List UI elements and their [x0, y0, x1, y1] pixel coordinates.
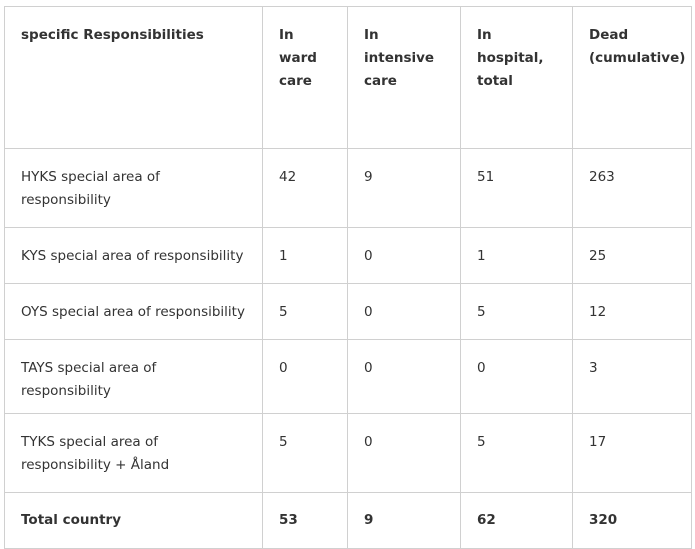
table-row: KYS special area of responsibility 1 0 1 25 — [4, 227, 692, 284]
table-cell: 5 — [460, 283, 573, 340]
table-cell: 0 — [262, 339, 348, 414]
table-row: HYKS special area of responsibility 42 9 51… — [4, 148, 692, 228]
table-cell: 0 — [347, 227, 461, 284]
table-cell: 263 — [572, 148, 692, 228]
row-label: HYKS special area of responsibility — [4, 148, 263, 228]
row-label: OYS special area of responsibility — [4, 283, 263, 340]
table-cell: 17 — [572, 413, 692, 493]
row-label: TAYS special area of responsibility — [4, 339, 263, 414]
table-cell: 5 — [262, 283, 348, 340]
table-cell: 62 — [460, 492, 573, 549]
table-cell: 42 — [262, 148, 348, 228]
table-cell: 0 — [347, 283, 461, 340]
table-row: Total country 53 9 62 320 — [4, 492, 692, 549]
table-cell: 0 — [347, 413, 461, 493]
table-row: OYS special area of responsibility 5 0 5 12 — [4, 283, 692, 340]
header-row: specific Responsibilities In ward care In … — [4, 6, 692, 149]
table-cell: 0 — [347, 339, 461, 414]
header-cell: In hospital, total — [460, 6, 573, 149]
data-table: specific Responsibilities In ward care In … — [4, 6, 692, 549]
header-cell: specific Responsibilities — [4, 6, 263, 149]
table-cell: 320 — [572, 492, 692, 549]
table-cell: 25 — [572, 227, 692, 284]
table-cell: 5 — [460, 413, 573, 493]
table-cell: 12 — [572, 283, 692, 340]
header-cell: In intensive care — [347, 6, 461, 149]
table-cell: 53 — [262, 492, 348, 549]
header-cell: Dead (cumulative) — [572, 6, 692, 149]
table-cell: 5 — [262, 413, 348, 493]
table-cell: 9 — [347, 148, 461, 228]
page: {"table": { "header": ["specific Respons… — [4, 6, 692, 549]
table-cell: 9 — [347, 492, 461, 549]
row-label: Total country — [4, 492, 263, 549]
table-row: TYKS special area of responsibility + Ål… — [4, 413, 692, 493]
table-cell: 1 — [262, 227, 348, 284]
table-cell: 1 — [460, 227, 573, 284]
table-cell: 51 — [460, 148, 573, 228]
row-label: TYKS special area of responsibility + Ål… — [4, 413, 263, 493]
row-label: KYS special area of responsibility — [4, 227, 263, 284]
header-cell: In ward care — [262, 6, 348, 149]
table-cell: 0 — [460, 339, 573, 414]
table-cell: 3 — [572, 339, 692, 414]
table-row: TAYS special area of responsibility 0 0 0 3 — [4, 339, 692, 414]
